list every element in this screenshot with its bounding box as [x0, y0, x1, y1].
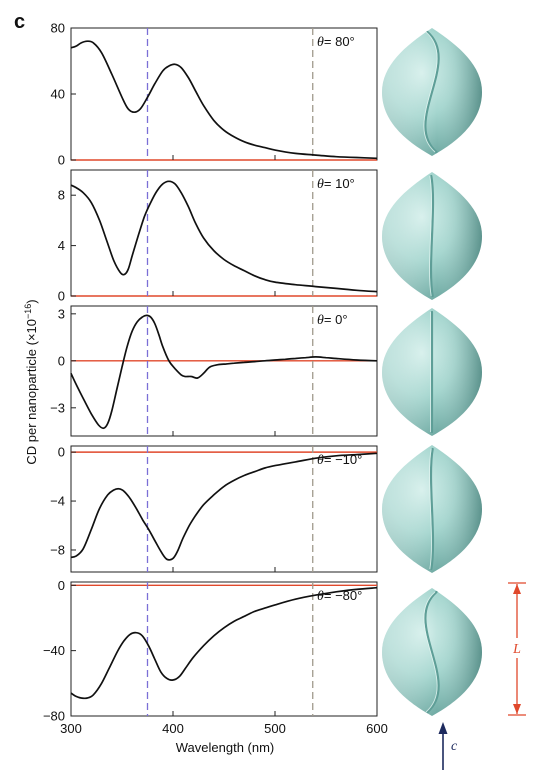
nanoparticle-5 — [382, 588, 482, 716]
panel-frame — [70, 445, 378, 573]
y-tick-label: 80 — [51, 21, 65, 36]
panel-frame — [70, 581, 378, 717]
cd-curve — [70, 452, 378, 561]
x-tick-label: 400 — [162, 721, 184, 736]
cd-curve — [70, 40, 378, 160]
particle-seam-highlight — [429, 448, 432, 570]
particle-seam — [424, 590, 440, 714]
angle-label: θ= −10° — [317, 452, 362, 468]
particle-seam — [424, 30, 440, 154]
c-axis-label: c — [451, 739, 458, 754]
y-tick-label: 3 — [58, 306, 65, 321]
y-tick-label: −8 — [50, 542, 65, 557]
y-tick-label: −40 — [43, 643, 65, 658]
angle-label: θ= 0° — [317, 312, 348, 328]
cd-curve — [70, 180, 378, 293]
particle-seam-highlight — [423, 31, 438, 153]
cd-curve — [70, 586, 378, 700]
c-axis-arrow: c — [438, 722, 458, 770]
panel-2: 0 4 8 θ= 10° — [58, 169, 378, 304]
y-tick-label: 0 — [58, 153, 65, 168]
y-tick-label: 4 — [58, 238, 65, 253]
dimension-marker: L — [508, 582, 526, 716]
y-tick-label: −3 — [50, 400, 65, 415]
panel-frame — [70, 305, 378, 437]
y-axis-label: CD per nanoparticle (×10−16) — [23, 299, 39, 464]
particle-seam-highlight — [423, 591, 438, 713]
panel-5: −80 −40 0 300 400 500 600 θ= −80° — [43, 578, 388, 736]
y-tick-label: −4 — [50, 494, 65, 509]
panel-1: 0 40 80 θ= 80° — [51, 21, 378, 168]
dimension-label: L — [512, 642, 521, 657]
particle-seam-highlight — [429, 175, 432, 297]
y-tick-label: 0 — [58, 578, 65, 593]
angle-label: θ= −80° — [317, 588, 362, 604]
x-tick-label: 300 — [60, 721, 82, 736]
dimension-arrowhead-top — [513, 584, 521, 594]
angle-label: θ= 80° — [317, 34, 355, 50]
y-tick-label: −80 — [43, 709, 65, 724]
panel-4: −8 −4 0 θ= −10° — [50, 445, 378, 573]
angle-label: θ= 10° — [317, 176, 355, 192]
y-tick-label: 8 — [58, 188, 65, 203]
c-axis-arrowhead — [438, 722, 448, 734]
y-tick-label: 40 — [51, 87, 65, 102]
y-tick-label: 0 — [58, 445, 65, 460]
x-axis-label: Wavelength (nm) — [176, 740, 275, 755]
nanoparticle-2 — [382, 172, 482, 300]
cd-curve — [70, 314, 378, 430]
panel-3: −3 0 3 θ= 0° — [50, 305, 378, 437]
panel-label: c — [14, 11, 25, 33]
particle-seam — [429, 447, 435, 571]
particle-seam — [429, 174, 435, 298]
nanoparticle-illustrations — [382, 28, 482, 716]
nanoparticle-4 — [382, 445, 482, 573]
y-tick-label: 0 — [58, 353, 65, 368]
nanoparticle-3 — [382, 308, 482, 436]
dimension-arrowhead-bottom — [513, 704, 521, 714]
x-tick-label: 600 — [366, 721, 388, 736]
dimension-label-bg — [509, 638, 525, 658]
x-tick-label: 500 — [264, 721, 286, 736]
nanoparticle-1 — [382, 28, 482, 156]
y-tick-label: 0 — [58, 289, 65, 304]
